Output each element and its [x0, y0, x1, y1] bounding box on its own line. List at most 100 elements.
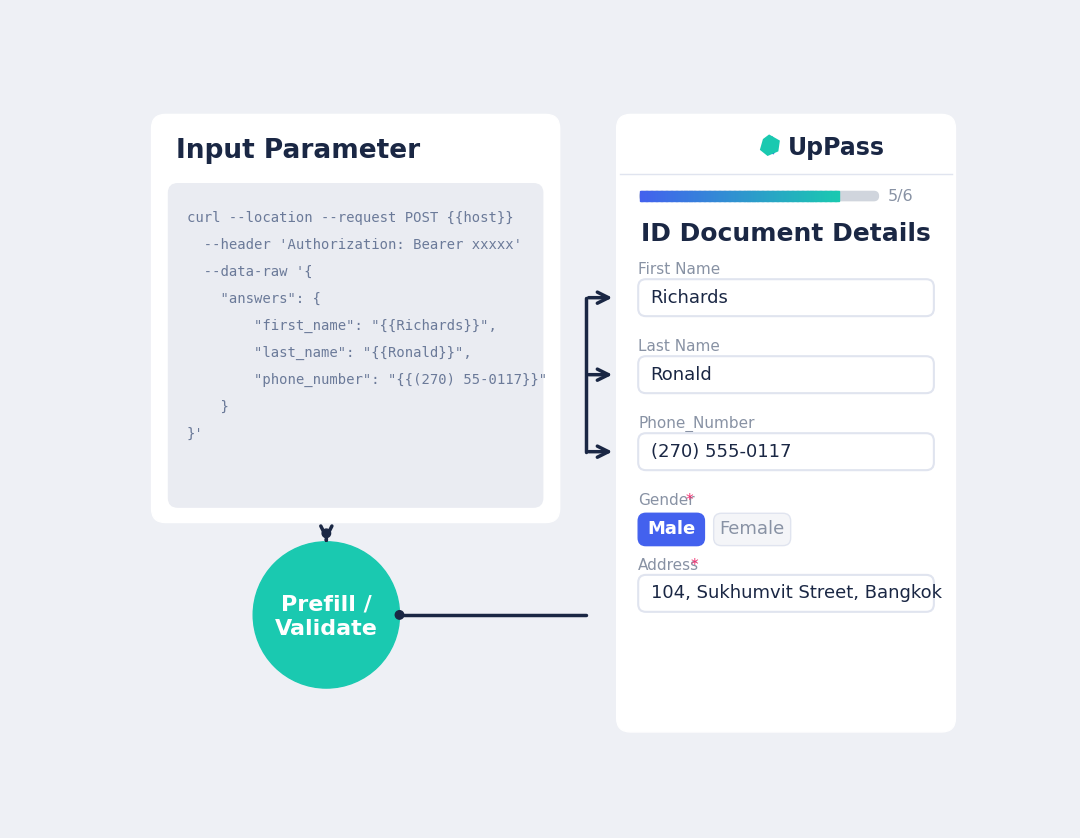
- Bar: [753, 191, 755, 200]
- Bar: [734, 191, 737, 200]
- Bar: [651, 191, 653, 200]
- Bar: [642, 191, 644, 200]
- Bar: [639, 191, 642, 200]
- Bar: [800, 191, 802, 200]
- Bar: [772, 191, 774, 200]
- Bar: [698, 191, 700, 200]
- Bar: [713, 191, 715, 200]
- Bar: [650, 191, 651, 200]
- Bar: [686, 191, 688, 200]
- Text: --data-raw '{: --data-raw '{: [187, 266, 312, 279]
- Bar: [741, 191, 743, 200]
- Bar: [648, 191, 650, 200]
- Text: (270) 555-0117: (270) 555-0117: [650, 442, 791, 461]
- Bar: [814, 191, 815, 200]
- Bar: [700, 191, 701, 200]
- Bar: [645, 191, 647, 200]
- Bar: [726, 191, 728, 200]
- Bar: [694, 191, 697, 200]
- Text: Validate: Validate: [275, 618, 378, 639]
- Bar: [809, 191, 811, 200]
- Bar: [785, 191, 787, 200]
- Bar: [704, 191, 706, 200]
- Bar: [657, 191, 659, 200]
- Bar: [815, 191, 818, 200]
- Text: Last Name: Last Name: [638, 339, 720, 354]
- FancyBboxPatch shape: [617, 115, 956, 732]
- FancyBboxPatch shape: [638, 433, 934, 470]
- Bar: [807, 191, 809, 200]
- Bar: [707, 191, 710, 200]
- Text: Female: Female: [719, 520, 785, 539]
- Text: Phone_Number: Phone_Number: [638, 416, 755, 432]
- Text: *: *: [686, 494, 693, 509]
- Bar: [653, 191, 656, 200]
- Bar: [729, 191, 731, 200]
- Circle shape: [253, 542, 400, 688]
- FancyBboxPatch shape: [151, 115, 559, 523]
- Bar: [672, 191, 673, 200]
- Bar: [764, 191, 766, 200]
- Text: 5/6: 5/6: [888, 189, 914, 204]
- Bar: [824, 191, 826, 200]
- Bar: [834, 191, 836, 200]
- Bar: [646, 191, 648, 200]
- Bar: [771, 191, 772, 200]
- Bar: [706, 191, 708, 200]
- Bar: [735, 191, 738, 200]
- Bar: [831, 191, 833, 200]
- Bar: [710, 191, 712, 200]
- Text: --header 'Authorization: Bearer xxxxx': --header 'Authorization: Bearer xxxxx': [187, 238, 522, 252]
- FancyBboxPatch shape: [638, 575, 934, 612]
- Bar: [791, 191, 793, 200]
- Bar: [723, 191, 725, 200]
- FancyBboxPatch shape: [168, 184, 543, 507]
- Bar: [689, 191, 691, 200]
- Bar: [756, 191, 758, 200]
- Bar: [796, 191, 798, 200]
- Text: First Name: First Name: [638, 262, 720, 277]
- Text: Gender: Gender: [638, 494, 694, 509]
- Bar: [810, 191, 812, 200]
- Bar: [827, 191, 829, 200]
- Bar: [802, 191, 805, 200]
- Bar: [675, 191, 676, 200]
- Bar: [739, 191, 741, 200]
- Bar: [784, 191, 786, 200]
- Bar: [835, 191, 837, 200]
- FancyBboxPatch shape: [638, 514, 704, 546]
- Bar: [661, 191, 663, 200]
- Bar: [688, 191, 690, 200]
- Bar: [825, 191, 827, 200]
- Bar: [747, 191, 750, 200]
- FancyBboxPatch shape: [639, 191, 878, 200]
- Text: UpPass: UpPass: [787, 137, 885, 160]
- Bar: [703, 191, 705, 200]
- Text: "first_name": "{{Richards}}",: "first_name": "{{Richards}}",: [187, 319, 497, 334]
- Bar: [743, 191, 744, 200]
- Bar: [822, 191, 824, 200]
- Bar: [768, 191, 769, 200]
- Bar: [738, 191, 740, 200]
- Text: "answers": {: "answers": {: [187, 292, 321, 307]
- Polygon shape: [762, 136, 779, 154]
- Text: curl --location --request POST {{host}}: curl --location --request POST {{host}}: [187, 211, 514, 225]
- Text: Ronald: Ronald: [650, 365, 713, 384]
- Bar: [667, 191, 670, 200]
- Text: Input Parameter: Input Parameter: [176, 138, 420, 164]
- Bar: [751, 191, 753, 200]
- Bar: [663, 191, 665, 200]
- Bar: [757, 191, 759, 200]
- Bar: [678, 191, 680, 200]
- Bar: [806, 191, 808, 200]
- Bar: [685, 191, 687, 200]
- Bar: [787, 191, 789, 200]
- Bar: [691, 191, 693, 200]
- Text: Richards: Richards: [650, 288, 728, 307]
- Bar: [714, 191, 716, 200]
- Bar: [781, 191, 783, 200]
- Bar: [788, 191, 791, 200]
- Bar: [750, 191, 752, 200]
- Bar: [697, 191, 698, 200]
- Bar: [692, 191, 694, 200]
